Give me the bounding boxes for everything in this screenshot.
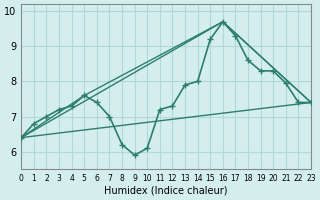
- X-axis label: Humidex (Indice chaleur): Humidex (Indice chaleur): [104, 186, 228, 196]
